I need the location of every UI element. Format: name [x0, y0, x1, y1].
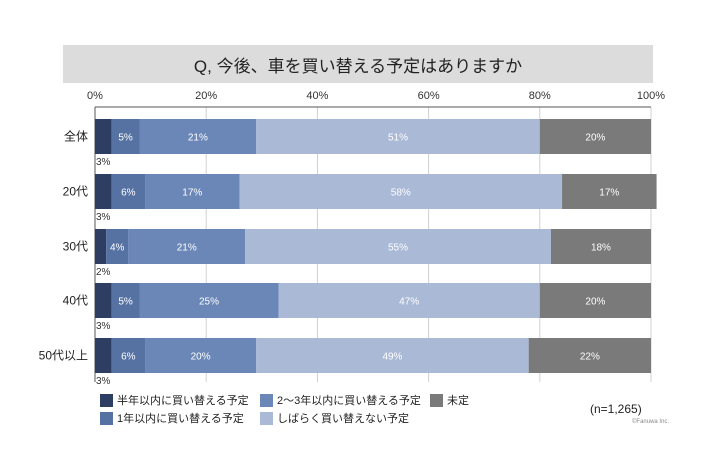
data-label: 17% [599, 188, 619, 199]
category-label: 全体 [64, 129, 88, 144]
x-tick-label: 100% [637, 90, 665, 102]
bar-segment [550, 229, 651, 264]
bar-segment [111, 283, 140, 318]
bar-segment [95, 229, 107, 264]
bar-segment [95, 283, 112, 318]
data-label: 18% [591, 243, 611, 254]
bar-segment [139, 283, 279, 318]
data-label: 2% [96, 267, 111, 278]
legend-swatch [100, 393, 113, 407]
data-label: 17% [182, 188, 202, 199]
data-label: 5% [118, 133, 133, 144]
x-tick-label: 0% [87, 90, 103, 102]
legend-label: しばらく買い替えない予定 [277, 413, 409, 425]
bar-segment [562, 174, 657, 209]
bar-segment [528, 338, 651, 373]
data-label: 25% [199, 297, 219, 308]
data-label: 51% [388, 133, 408, 144]
data-label: 22% [580, 352, 600, 363]
legend-label: 2～3年以内に買い替える予定 [277, 395, 421, 407]
data-label: 3% [96, 321, 111, 332]
bar-segment [239, 174, 563, 209]
x-tick-label: 40% [306, 90, 328, 102]
bar-segment [95, 119, 112, 154]
category-label: 30代 [63, 240, 88, 254]
data-label: 6% [121, 352, 136, 363]
data-label: 3% [96, 157, 111, 168]
legend: 半年以内に買い替える予定 2～3年以内に買い替える予定 未定 1年以内に買い替える予定… [100, 390, 660, 430]
bar-segment [145, 338, 257, 373]
data-label: 21% [177, 243, 197, 254]
data-label: 47% [399, 297, 419, 308]
data-label: 3% [96, 212, 111, 223]
bar-segment [95, 174, 112, 209]
chart-title-bar: Q, 今後、車を買い替える予定はありますか [63, 45, 653, 83]
data-label: 21% [188, 133, 208, 144]
bar-segment [111, 338, 146, 373]
legend-label: 1年以内に買い替える予定 [117, 413, 244, 425]
bar-segment [245, 229, 551, 264]
chart-title: Q, 今後、車を買い替える予定はありますか [193, 56, 523, 76]
category-label: 40代 [63, 294, 88, 308]
data-label: 49% [382, 352, 402, 363]
legend-item: 未定 [430, 392, 469, 408]
data-label: 20% [585, 297, 605, 308]
legend-swatch [100, 411, 113, 425]
bar-segment [278, 283, 540, 318]
legend-item: 半年以内に買い替える予定 [100, 392, 249, 408]
data-label: 20% [585, 133, 605, 144]
bar-segment [539, 283, 651, 318]
legend-label: 未定 [447, 395, 469, 407]
data-label: 5% [118, 297, 133, 308]
sample-size-label: (n=1,265) [590, 402, 642, 416]
x-tick-label: 80% [529, 90, 551, 102]
credit-text: ©Fanuwa Inc. [632, 419, 670, 425]
category-label: 20代 [63, 185, 88, 199]
bar-segment [139, 119, 257, 154]
bar-segment [256, 119, 540, 154]
x-tick-label: 20% [195, 90, 217, 102]
legend-item: 1年以内に買い替える予定 [100, 410, 244, 426]
legend-label: 半年以内に買い替える予定 [117, 395, 249, 407]
bar-segment [128, 229, 246, 264]
legend-swatch [430, 393, 443, 407]
data-label: 6% [121, 188, 136, 199]
legend-item: しばらく買い替えない予定 [260, 410, 409, 426]
x-tick-label: 60% [418, 90, 440, 102]
bar-segment [539, 119, 651, 154]
bar-segment [145, 174, 240, 209]
data-label: 3% [96, 376, 111, 387]
data-label: 58% [391, 188, 411, 199]
bar-segment [95, 338, 112, 373]
bar-segment [111, 119, 140, 154]
bar-segment [111, 174, 146, 209]
bar-segment [256, 338, 529, 373]
legend-swatch [260, 393, 273, 407]
data-label: 20% [191, 352, 211, 363]
category-label: 50代以上 [39, 349, 88, 363]
data-label: 55% [388, 243, 408, 254]
legend-swatch [260, 411, 273, 425]
legend-item: 2～3年以内に買い替える予定 [260, 392, 421, 408]
bar-segment [106, 229, 129, 264]
data-label: 4% [110, 243, 125, 254]
